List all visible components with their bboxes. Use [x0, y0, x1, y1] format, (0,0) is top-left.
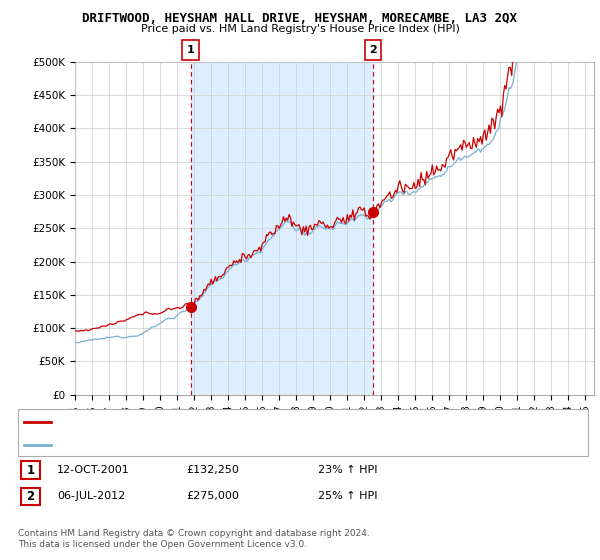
- Bar: [191, 62, 373, 395]
- Text: HPI: Average price, detached house, Lancaster: HPI: Average price, detached house, Lanc…: [57, 440, 301, 450]
- Text: 1: 1: [26, 464, 35, 477]
- Text: 1: 1: [187, 45, 194, 55]
- Text: DRIFTWOOD, HEYSHAM HALL DRIVE, HEYSHAM, MORECAMBE, LA3 2QX (detached house: DRIFTWOOD, HEYSHAM HALL DRIVE, HEYSHAM, …: [57, 417, 518, 427]
- Text: Price paid vs. HM Land Registry's House Price Index (HPI): Price paid vs. HM Land Registry's House …: [140, 24, 460, 34]
- Text: 12-OCT-2001: 12-OCT-2001: [57, 465, 130, 475]
- Text: £275,000: £275,000: [186, 492, 239, 502]
- Text: DRIFTWOOD, HEYSHAM HALL DRIVE, HEYSHAM, MORECAMBE, LA3 2QX: DRIFTWOOD, HEYSHAM HALL DRIVE, HEYSHAM, …: [83, 12, 517, 25]
- Text: 23% ↑ HPI: 23% ↑ HPI: [318, 465, 377, 475]
- Text: £132,250: £132,250: [186, 465, 239, 475]
- Text: Contains HM Land Registry data © Crown copyright and database right 2024.
This d: Contains HM Land Registry data © Crown c…: [18, 529, 370, 549]
- Text: 25% ↑ HPI: 25% ↑ HPI: [318, 492, 377, 502]
- Text: 06-JUL-2012: 06-JUL-2012: [57, 492, 125, 502]
- Text: 2: 2: [369, 45, 377, 55]
- Text: 2: 2: [26, 490, 35, 503]
